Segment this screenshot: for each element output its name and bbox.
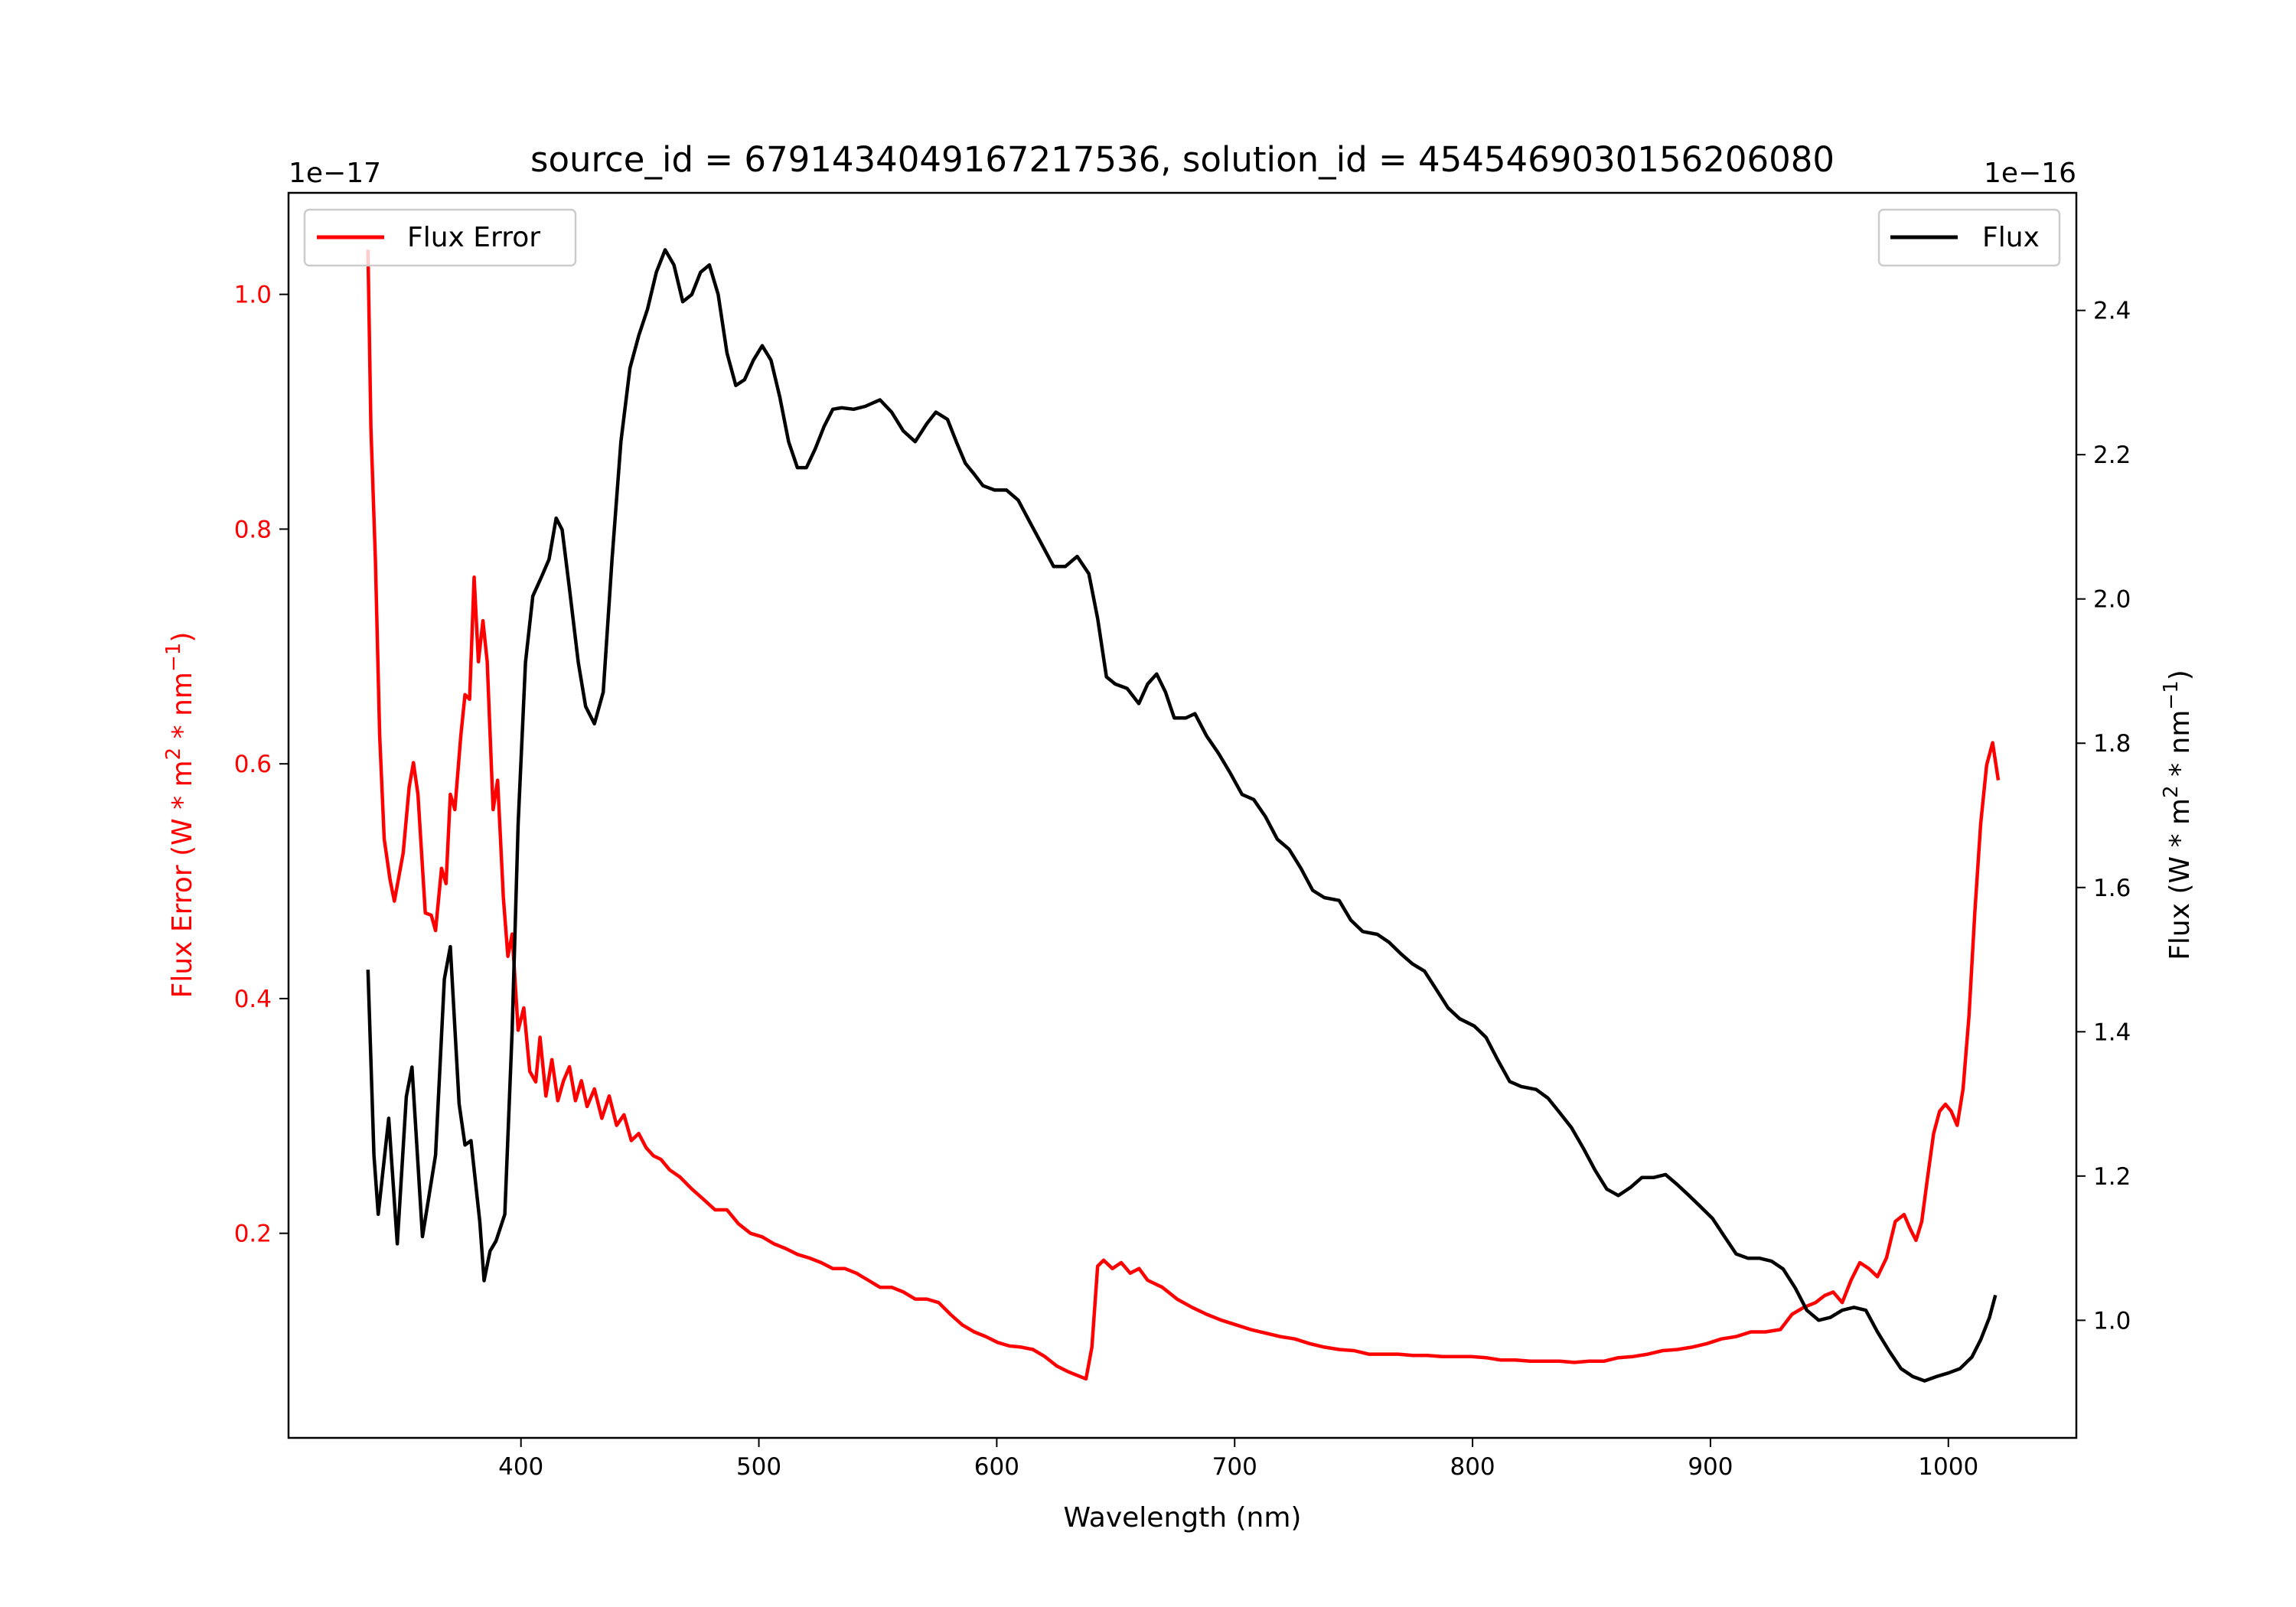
series-line-flux-error: [366, 249, 2001, 1381]
legend-label-flux: Flux: [1982, 222, 2040, 253]
x-tick-label: 400: [498, 1453, 543, 1481]
axis-label-part: Flux (W * m: [2164, 798, 2196, 960]
left-y-tick-label: 0.4: [234, 986, 272, 1013]
right-y-tick-label: 1.4: [2093, 1019, 2131, 1046]
axis-label-part: * nm: [2164, 710, 2196, 786]
axis-label-part: * nm: [167, 672, 198, 748]
left-y-tick-label: 0.8: [234, 516, 272, 543]
legend-flux-error: Flux Error: [303, 208, 577, 267]
left-y-tick-label: 1.0: [234, 282, 272, 309]
x-tick-label: 900: [1688, 1453, 1733, 1481]
axis-label-part: ): [167, 632, 198, 643]
right-y-tick-label: 1.8: [2093, 730, 2131, 758]
right-y-tick-label: 2.0: [2093, 586, 2131, 614]
x-tick-label: 1000: [1918, 1453, 1978, 1481]
axis-label-part: −1: [162, 643, 185, 672]
legend-label-flux-error: Flux Error: [407, 222, 540, 253]
series-line-flux: [366, 248, 1998, 1383]
axis-label-part: ): [2164, 670, 2196, 680]
chart-title: source_id = 6791434049167217536, solutio…: [530, 139, 1835, 180]
right-y-tick-label: 1.2: [2093, 1163, 2131, 1191]
x-axis: 400 500 600 700 800 900 1000: [498, 1438, 1978, 1481]
legend-flux: Flux: [1877, 208, 2061, 267]
right-y-tick-label: 2.4: [2093, 298, 2131, 325]
axis-label-part: 2: [2160, 785, 2183, 798]
series-layer: [366, 248, 2001, 1383]
left-y-axis-label: Flux Error (W * m2 * nm−1): [162, 632, 198, 999]
x-tick-label: 500: [736, 1453, 781, 1481]
left-y-tick-label: 0.6: [234, 751, 272, 778]
right-y-tick-label: 1.6: [2093, 875, 2131, 902]
left-offset-text: 1e−17: [289, 158, 381, 189]
right-y-tick-label: 1.0: [2093, 1307, 2131, 1335]
axis-label-part: 2: [162, 748, 185, 761]
right-offset-text: 1e−16: [1984, 158, 2076, 189]
axes-frame: [287, 191, 2078, 1439]
axis-label-part: −1: [2160, 680, 2183, 709]
left-y-axis: 0.2 0.4 0.6 0.8 1.0: [234, 282, 289, 1248]
left-y-tick-label: 0.2: [234, 1221, 272, 1248]
x-tick-label: 600: [974, 1453, 1019, 1481]
right-y-axis: 1.0 1.2 1.4 1.6 1.8 2.0 2.2 2.4: [2076, 298, 2131, 1335]
right-y-tick-label: 2.2: [2093, 442, 2131, 469]
x-axis-label: Wavelength (nm): [1064, 1502, 1302, 1534]
axis-label-part: Flux Error (W * m: [167, 760, 198, 998]
right-y-axis-label: Flux (W * m2 * nm−1): [2160, 670, 2196, 960]
x-tick-label: 800: [1450, 1453, 1495, 1481]
x-tick-label: 700: [1212, 1453, 1257, 1481]
